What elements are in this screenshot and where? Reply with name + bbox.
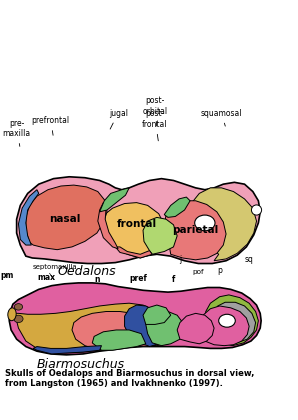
Polygon shape	[190, 188, 257, 261]
Text: Skulls of Oedalops and Biarmosuchus in dorsal view,
from Langston (1965) and Iva: Skulls of Oedalops and Biarmosuchus in d…	[4, 369, 254, 388]
Text: frontal: frontal	[117, 219, 157, 229]
Polygon shape	[212, 302, 256, 343]
Ellipse shape	[8, 308, 16, 321]
Ellipse shape	[14, 315, 23, 323]
Ellipse shape	[195, 215, 215, 231]
Polygon shape	[115, 247, 152, 258]
Polygon shape	[143, 305, 171, 324]
Text: f: f	[172, 275, 175, 284]
Text: post-
frontal: post- frontal	[142, 109, 168, 141]
Polygon shape	[15, 303, 173, 353]
Text: parietal: parietal	[173, 225, 219, 235]
Text: j: j	[179, 255, 181, 263]
Text: pm: pm	[1, 271, 14, 280]
Text: n: n	[94, 275, 100, 284]
Text: pre-
maxilla: pre- maxilla	[3, 118, 31, 146]
Polygon shape	[98, 202, 118, 249]
Polygon shape	[143, 218, 177, 254]
Polygon shape	[72, 312, 159, 350]
Polygon shape	[100, 188, 129, 212]
Polygon shape	[164, 201, 226, 260]
Text: max: max	[37, 273, 55, 282]
Polygon shape	[100, 202, 166, 258]
Text: septomaxilla: septomaxilla	[32, 264, 77, 270]
Text: nasal: nasal	[49, 214, 80, 224]
Polygon shape	[199, 306, 249, 346]
Text: pref: pref	[129, 274, 147, 283]
Polygon shape	[17, 177, 260, 263]
Polygon shape	[164, 197, 190, 218]
Polygon shape	[18, 190, 39, 245]
Text: jugal: jugal	[108, 109, 128, 129]
Text: sq: sq	[245, 255, 254, 263]
Text: pof: pof	[193, 269, 204, 275]
Ellipse shape	[219, 314, 235, 327]
Polygon shape	[125, 305, 168, 346]
Polygon shape	[177, 313, 214, 344]
Polygon shape	[92, 330, 146, 350]
Polygon shape	[205, 295, 258, 346]
Ellipse shape	[252, 205, 262, 215]
Text: squamosal: squamosal	[201, 109, 242, 126]
Text: Biarmosuchus: Biarmosuchus	[37, 358, 125, 370]
Text: post-
orbital: post- orbital	[142, 97, 167, 126]
Ellipse shape	[14, 304, 23, 310]
Polygon shape	[146, 312, 184, 346]
Polygon shape	[26, 185, 107, 249]
Text: Oedalons: Oedalons	[57, 265, 116, 278]
Text: prefrontal: prefrontal	[32, 116, 70, 135]
Polygon shape	[9, 283, 261, 355]
Polygon shape	[33, 346, 102, 354]
Text: p: p	[217, 265, 222, 275]
